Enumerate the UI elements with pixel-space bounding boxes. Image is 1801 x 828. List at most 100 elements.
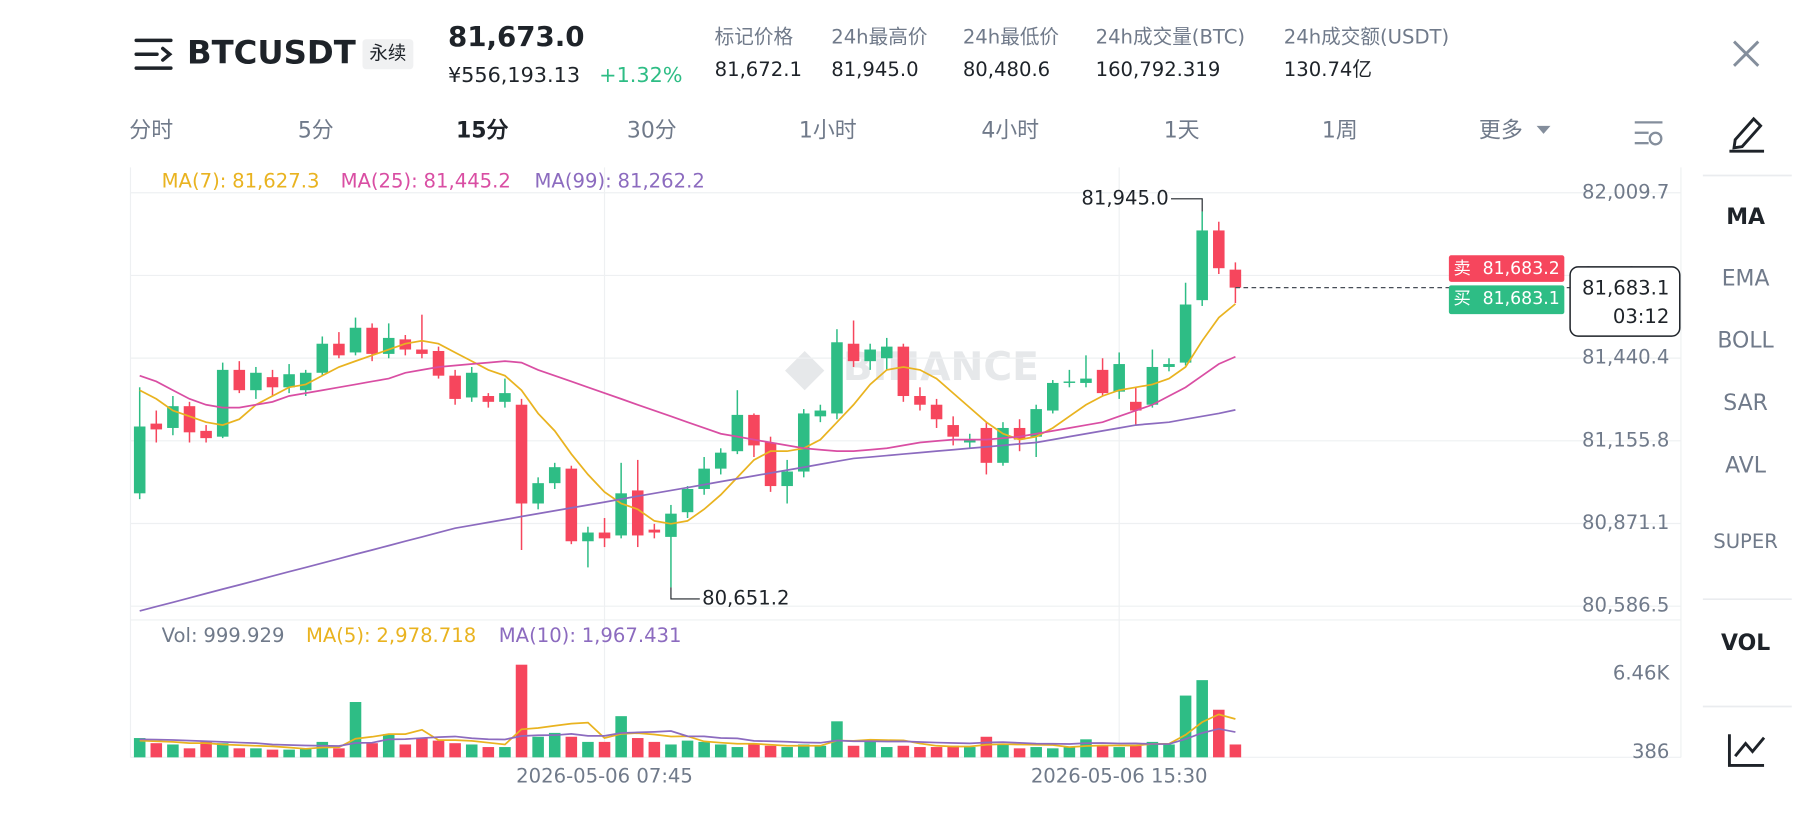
- legend-name: MA(7):: [162, 169, 227, 192]
- x-tick-label: 2026-05-06 15:30: [1031, 764, 1208, 787]
- stat-value: 81,945.0: [831, 58, 918, 81]
- interval-tab[interactable]: 1周: [1322, 119, 1358, 144]
- volume-bar: [714, 744, 727, 758]
- candle-body: [183, 406, 196, 433]
- candle-body: [266, 377, 279, 388]
- indicator-tab[interactable]: BOLL: [1717, 329, 1774, 354]
- candle-body: [150, 423, 163, 430]
- price-cny: ¥556,193.13: [448, 63, 580, 87]
- interval-tab[interactable]: 1小时: [799, 119, 857, 144]
- volume-bar: [1130, 745, 1142, 758]
- volume-bar: [947, 745, 959, 758]
- y-tick-label: 82,009.7: [1582, 180, 1669, 203]
- volume-bar: [615, 716, 627, 758]
- candle-body: [515, 404, 528, 504]
- legend-entry: MA(7): 81,627.3: [162, 169, 320, 192]
- volume-bar: [1163, 744, 1175, 758]
- indicator-tab[interactable]: SUPER: [1713, 530, 1778, 553]
- volume-bar: [150, 743, 163, 758]
- draw-icon[interactable]: [1729, 116, 1765, 153]
- ask-tag: [1448, 255, 1565, 282]
- indicator-tab[interactable]: EMA: [1722, 266, 1770, 291]
- volume-bar: [1213, 709, 1225, 758]
- candle-body: [366, 327, 378, 354]
- volume-bar: [216, 743, 229, 758]
- candle-body: [781, 471, 793, 487]
- candle-body: [1130, 401, 1142, 411]
- ma-line: [139, 355, 1236, 453]
- bid-tag-value: 81,683.1: [1483, 289, 1560, 309]
- stat-label: 24h成交量(BTC): [1096, 26, 1245, 49]
- close-icon[interactable]: [1733, 40, 1760, 67]
- stat-value: 130.74亿: [1284, 58, 1372, 81]
- volume-bar: [1096, 745, 1109, 758]
- volume-bar: [399, 744, 412, 758]
- y-tick-label: 386: [1632, 740, 1669, 763]
- price-change: +1.32%: [599, 63, 682, 87]
- legend-name: MA(99):: [535, 169, 612, 192]
- volume-bar: [731, 747, 744, 758]
- last-price-box: [1569, 266, 1681, 337]
- legend-name: MA(10):: [499, 624, 576, 647]
- countdown: 03:12: [1613, 305, 1670, 328]
- fullscreen-chart-icon[interactable]: [1727, 734, 1766, 767]
- annotation-line: [1171, 198, 1203, 212]
- interval-tab[interactable]: 4小时: [981, 119, 1039, 144]
- candle-body: [382, 337, 395, 354]
- candle-body: [631, 490, 644, 536]
- chart-settings-icon[interactable]: [1634, 121, 1663, 146]
- volume-bar: [1030, 747, 1042, 758]
- volume-bar: [133, 738, 146, 758]
- interval-tab[interactable]: 更多: [1479, 119, 1523, 144]
- legend-entry: MA(5): 2,978.718: [306, 624, 476, 647]
- last-price-label: 81,683.1: [1582, 276, 1669, 299]
- volume-bar: [980, 736, 993, 758]
- volume-bar: [333, 748, 345, 758]
- candle-body: [615, 493, 627, 536]
- last-price: 81,673.0: [448, 20, 585, 53]
- volume-bar: [698, 741, 710, 758]
- candle-body: [714, 452, 727, 469]
- candle-body: [416, 349, 428, 354]
- y-tick-label: 80,586.5: [1582, 594, 1669, 617]
- interval-tab[interactable]: 15分: [456, 119, 509, 144]
- indicator-tab[interactable]: SAR: [1723, 391, 1768, 416]
- volume-bar: [283, 749, 295, 758]
- candle-body: [698, 468, 710, 489]
- candle-body: [582, 532, 594, 542]
- interval-tab[interactable]: 5分: [298, 119, 334, 144]
- candle-body: [1047, 382, 1059, 411]
- candle-body: [665, 513, 677, 537]
- indicator-tab[interactable]: AVL: [1725, 453, 1767, 478]
- interval-tab[interactable]: 30分: [627, 119, 677, 144]
- legend-name: MA(25):: [341, 169, 418, 192]
- symbol: BTCUSDT: [187, 33, 356, 71]
- candle-body: [449, 375, 461, 399]
- interval-tab[interactable]: 分时: [129, 119, 173, 144]
- contract: 永续: [369, 43, 406, 64]
- more-arrow[interactable]: [1536, 125, 1551, 134]
- candle-body: [200, 430, 212, 439]
- candle-body: [1030, 409, 1042, 437]
- sub-indicator-tab[interactable]: VOL: [1721, 631, 1770, 656]
- candle-body: [797, 413, 810, 472]
- menu-icon[interactable]: [134, 38, 173, 70]
- volume-bar: [266, 749, 279, 758]
- volume-bar: [416, 738, 428, 758]
- annotation-label: 81,945.0: [1081, 186, 1168, 209]
- volume-bar: [233, 748, 246, 758]
- candle-body: [482, 396, 495, 402]
- volume-bar: [681, 740, 694, 758]
- volume-bar: [565, 736, 578, 758]
- candle-body: [1063, 381, 1076, 383]
- candle-body: [681, 488, 694, 513]
- volume-bar: [1080, 739, 1092, 758]
- indicator-tab[interactable]: MA: [1726, 205, 1765, 230]
- interval-tab[interactable]: 1天: [1164, 119, 1200, 144]
- volume-bar: [997, 744, 1009, 758]
- legend-value: 81,262.2: [618, 169, 705, 192]
- stat-value: 160,792.319: [1096, 58, 1221, 81]
- candle-body: [432, 350, 445, 376]
- volume-bar: [764, 745, 777, 758]
